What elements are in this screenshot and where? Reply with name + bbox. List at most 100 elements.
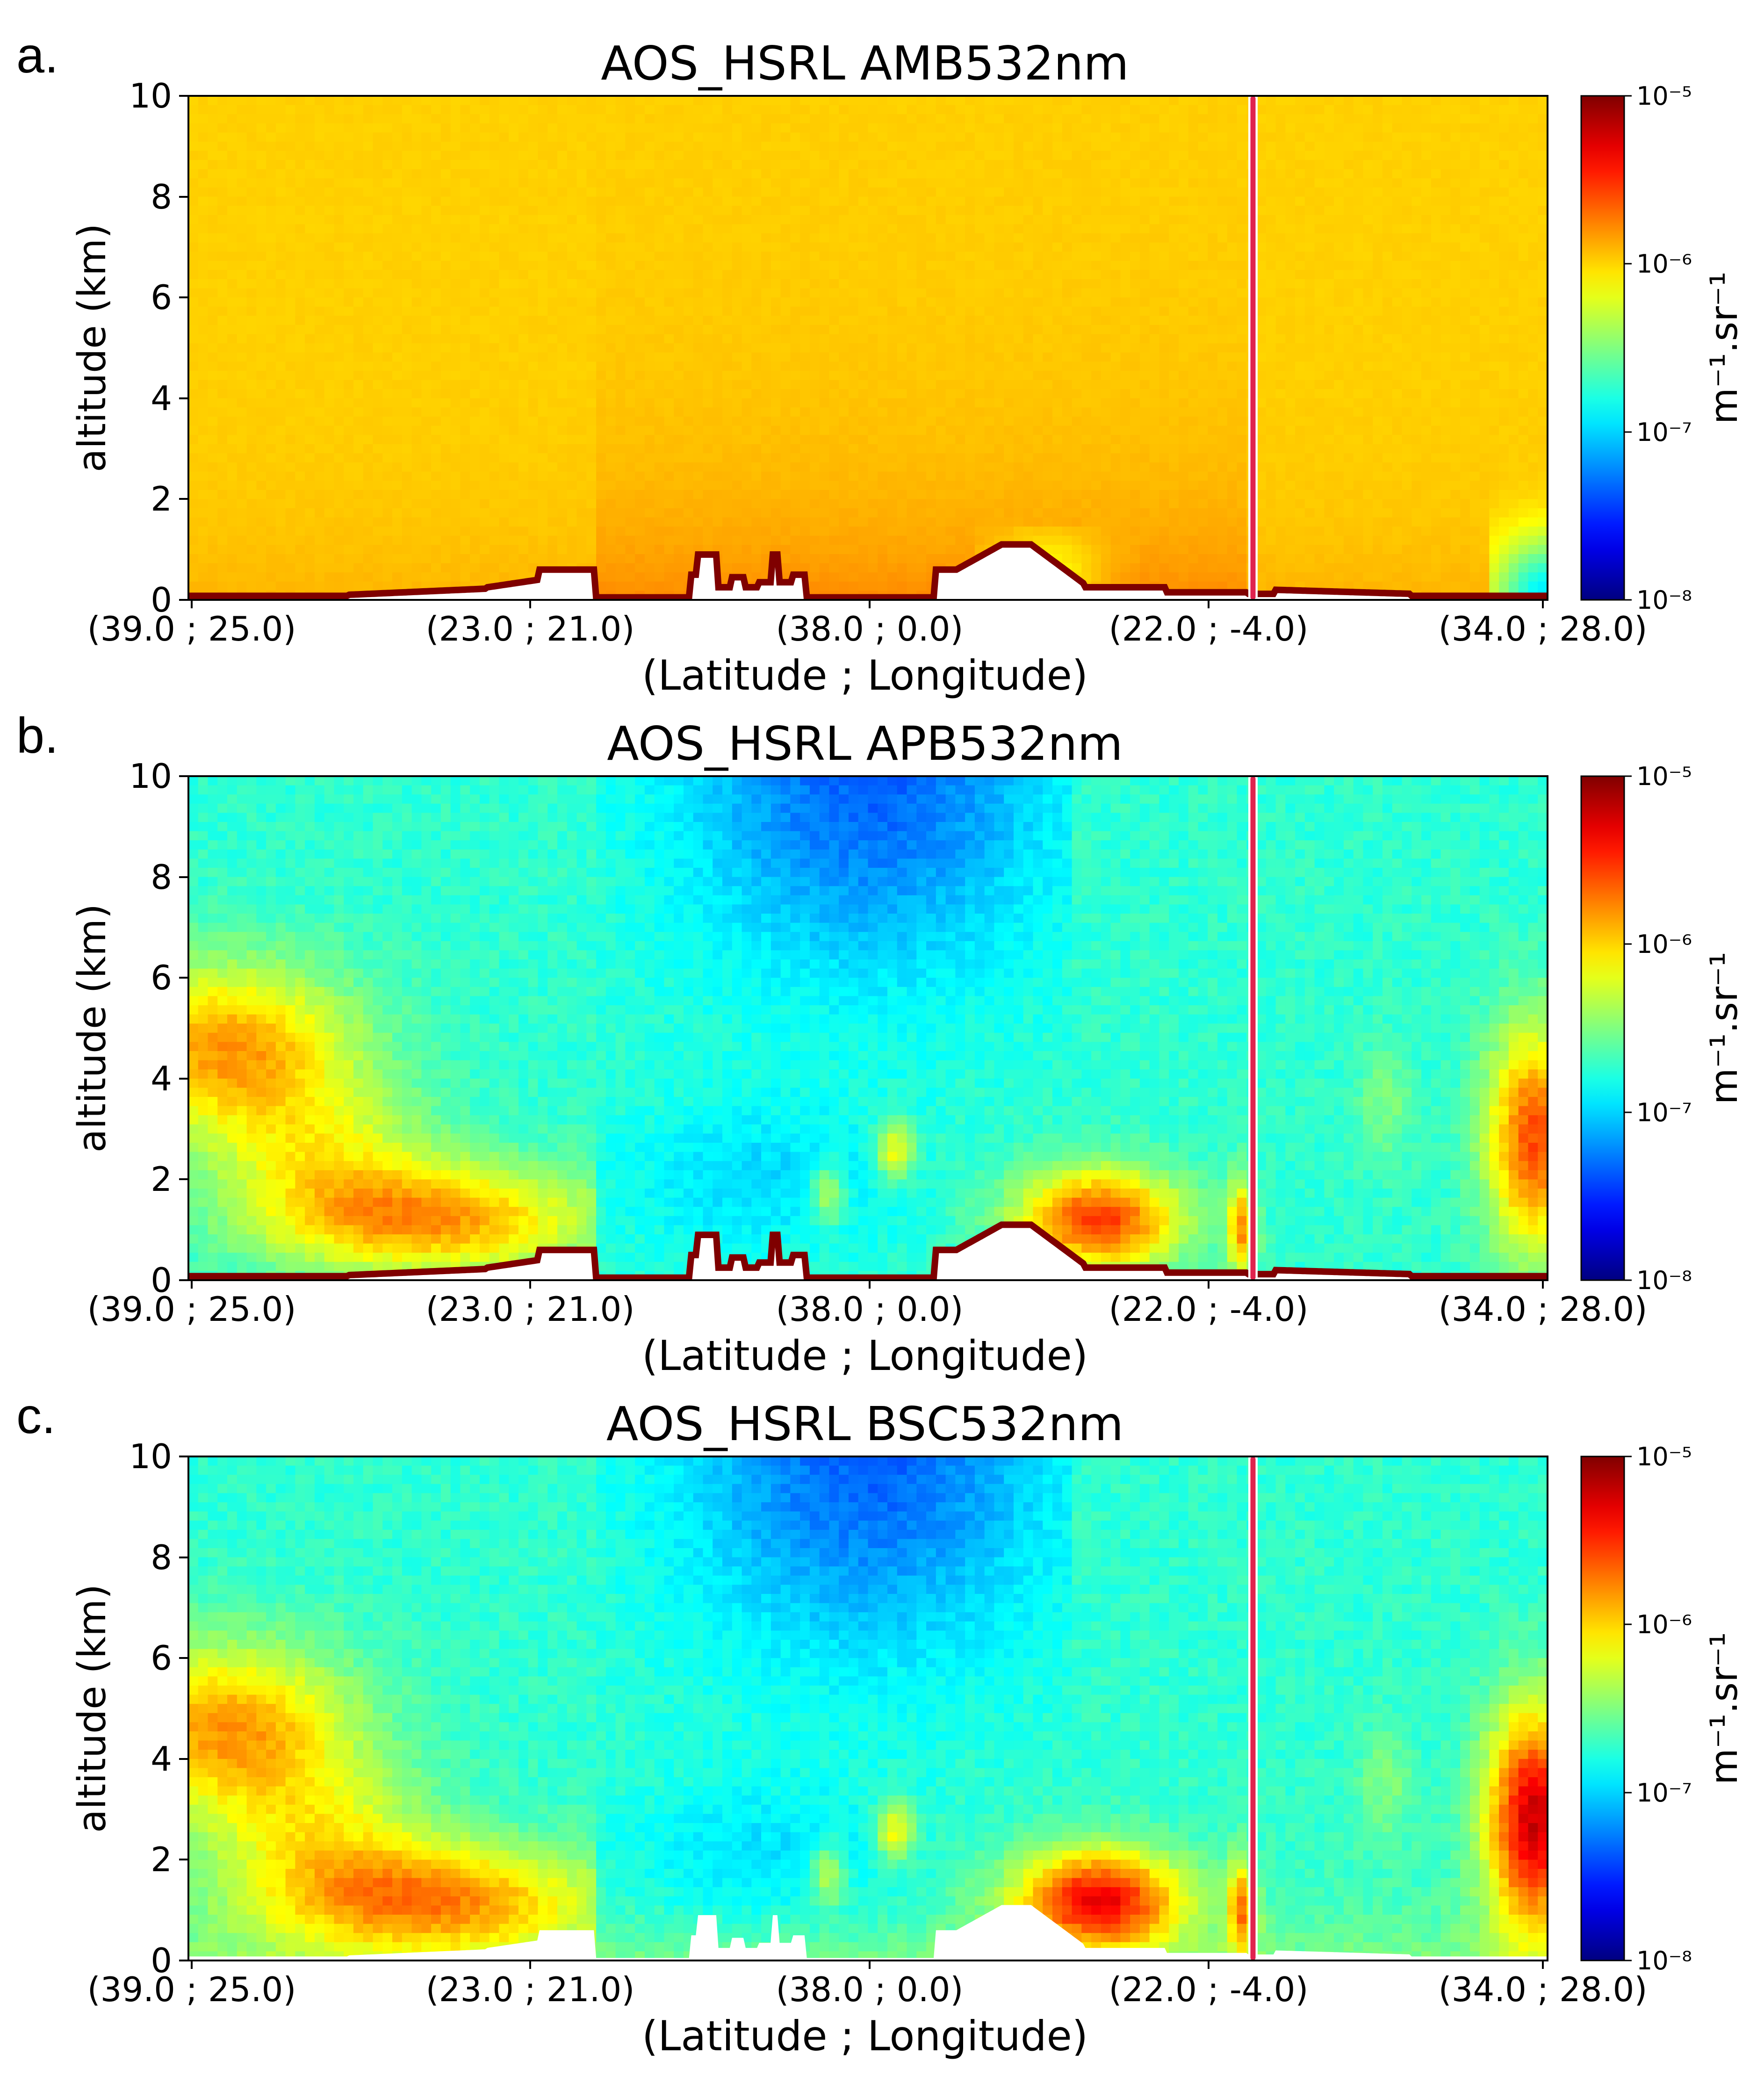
heatmap-cell [819, 169, 830, 179]
heatmap-cell [538, 187, 548, 197]
heatmap-cell [314, 581, 325, 591]
heatmap-cell [858, 435, 869, 445]
heatmap-cell [382, 279, 393, 289]
heatmap-cell [945, 224, 956, 234]
heatmap-cell [431, 132, 441, 142]
heatmap-cell [295, 297, 305, 307]
heatmap-cell [897, 105, 907, 115]
heatmap-cell [1023, 306, 1034, 317]
heatmap-cell [742, 462, 752, 472]
heatmap-cell [509, 160, 519, 170]
heatmap-cell [644, 545, 655, 555]
heatmap-cell [1023, 160, 1034, 170]
heatmap-cell [615, 453, 626, 463]
heatmap-cell [1043, 306, 1053, 317]
heatmap-cell [839, 288, 849, 298]
heatmap-cell [945, 252, 956, 261]
heatmap-cell [887, 499, 898, 509]
heatmap-cell [479, 471, 490, 481]
heatmap-cell [926, 554, 936, 564]
heatmap-cell [761, 233, 771, 243]
heatmap-cell [674, 206, 684, 216]
heatmap-cell [1043, 114, 1053, 124]
heatmap-cell [373, 343, 383, 353]
heatmap-cell [732, 334, 742, 344]
heatmap-cell [674, 114, 684, 124]
heatmap-cell [334, 288, 345, 298]
heatmap-cell [654, 490, 665, 500]
heatmap-cell [819, 380, 830, 389]
heatmap-cell [994, 316, 1004, 325]
heatmap-cell [460, 389, 470, 399]
heatmap-cell [547, 288, 558, 298]
heatmap-cell [392, 288, 403, 298]
heatmap-cell [460, 160, 470, 170]
heatmap-cell [479, 325, 490, 335]
heatmap-cell [431, 453, 441, 463]
heatmap-cell [440, 151, 451, 160]
heatmap-cell [615, 462, 626, 472]
heatmap-cell [635, 554, 645, 564]
heatmap-cell [790, 279, 800, 289]
heatmap-cell [421, 279, 432, 289]
heatmap-cell [305, 425, 315, 435]
heatmap-cell [742, 169, 752, 179]
heatmap-cell [829, 105, 839, 115]
heatmap-cell [936, 279, 946, 289]
heatmap-cell [1052, 233, 1063, 243]
heatmap-cell [761, 114, 771, 124]
heatmap-cell [916, 389, 927, 399]
heatmap-cell [936, 96, 946, 106]
heatmap-cell [489, 490, 500, 500]
heatmap-cell [344, 417, 354, 426]
heatmap-cell [732, 453, 742, 463]
heatmap-cell [878, 526, 888, 536]
heatmap-cell [683, 481, 694, 490]
heatmap-cell [256, 178, 266, 188]
heatmap-cell [945, 462, 956, 472]
heatmap-cell [955, 554, 965, 564]
heatmap-cell [839, 417, 849, 426]
heatmap-cell [790, 215, 800, 225]
heatmap-cell [994, 352, 1004, 362]
heatmap-cell [790, 334, 800, 344]
heatmap-cell [848, 554, 859, 564]
heatmap-cell [683, 490, 694, 500]
heatmap-cell [314, 151, 325, 160]
heatmap-cell [878, 425, 888, 435]
heatmap-cell [722, 169, 733, 179]
heatmap-cell [188, 187, 199, 197]
heatmap-cell [674, 425, 684, 435]
heatmap-cell [713, 151, 723, 160]
heatmap-cell [373, 563, 383, 573]
heatmap-cell [713, 224, 723, 234]
heatmap-cell [625, 224, 635, 234]
heatmap-cell [557, 178, 568, 188]
heatmap-cell [751, 316, 762, 325]
heatmap-cell [751, 96, 762, 106]
heatmap-cell [373, 334, 383, 344]
heatmap-cell [800, 178, 810, 188]
heatmap-cell [732, 215, 742, 225]
heatmap-cell [994, 417, 1004, 426]
heatmap-cell [227, 471, 238, 481]
heatmap-cell [440, 361, 451, 371]
heatmap-cell [373, 215, 383, 225]
heatmap-cell [868, 444, 878, 454]
heatmap-cell [858, 444, 869, 454]
heatmap-cell [275, 471, 286, 481]
heatmap-cell [751, 444, 762, 454]
heatmap-cell [586, 96, 597, 106]
heatmap-cell [256, 260, 266, 271]
heatmap-cell [314, 380, 325, 389]
heatmap-cell [936, 316, 946, 325]
heatmap-cell [237, 297, 247, 307]
heatmap-cell [198, 306, 209, 317]
heatmap-cell [188, 526, 199, 536]
heatmap-cell [314, 233, 325, 243]
heatmap-cell [625, 123, 635, 133]
heatmap-cell [266, 306, 276, 317]
heatmap-cell [635, 563, 645, 573]
heatmap-cell [1043, 481, 1053, 490]
heatmap-cell [916, 471, 927, 481]
